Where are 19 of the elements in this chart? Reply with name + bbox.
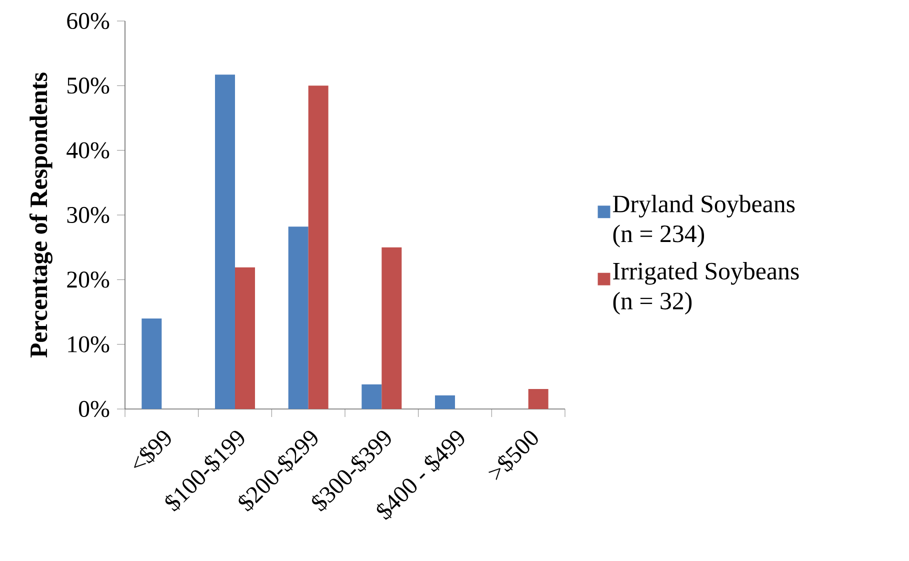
bar bbox=[235, 267, 255, 409]
y-axis-title: Percentage of Respondents bbox=[29, 72, 52, 358]
bar bbox=[382, 247, 402, 409]
y-tick-label: 20% bbox=[67, 272, 110, 288]
bar bbox=[308, 86, 328, 409]
legend-label: Dryland Soybeans (n = 234) bbox=[612, 194, 795, 248]
bar bbox=[434, 395, 455, 409]
bar bbox=[142, 318, 162, 409]
bar bbox=[288, 226, 308, 409]
y-tick-label: 40% bbox=[66, 142, 110, 158]
y-tick-label: 0% bbox=[78, 400, 110, 418]
y-tick-label: 30% bbox=[67, 206, 110, 224]
y-tick-label: 10% bbox=[68, 336, 110, 352]
y-tick-label: 50% bbox=[68, 78, 110, 94]
bar bbox=[215, 74, 235, 409]
y-tick-label: 60% bbox=[67, 12, 110, 30]
legend-label: Irrigated Soybeans (n = 32) bbox=[613, 262, 799, 315]
bar bbox=[528, 388, 548, 409]
bar bbox=[362, 384, 382, 409]
